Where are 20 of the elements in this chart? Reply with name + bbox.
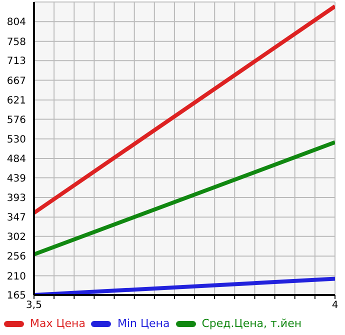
y-tick-label: 576 bbox=[6, 114, 26, 126]
y-tick-label: 439 bbox=[6, 173, 26, 184]
y-tick-label: 713 bbox=[6, 56, 26, 68]
y-tick-label: 804 bbox=[6, 17, 26, 28]
y-tick-label: 667 bbox=[6, 76, 26, 87]
legend-label: Max Цена bbox=[29, 317, 86, 330]
x-tick-label: 4 bbox=[332, 300, 338, 312]
y-tick-label: 758 bbox=[6, 36, 26, 48]
y-tick-label: 256 bbox=[6, 252, 26, 263]
y-tick-label: 165 bbox=[6, 290, 26, 302]
y-tick-label: 621 bbox=[6, 96, 26, 106]
legend-label: Min Цена bbox=[116, 317, 170, 330]
y-tick-label: 302 bbox=[6, 232, 26, 243]
y-tick-label: 347 bbox=[6, 212, 26, 224]
y-tick-label: 530 bbox=[6, 134, 26, 146]
y-tick-label: 210 bbox=[6, 271, 26, 282]
y-tick-label: 393 bbox=[6, 193, 26, 204]
x-tick-label: 3,5 bbox=[26, 300, 42, 312]
y-tick-label: 484 bbox=[6, 154, 26, 166]
legend-label: Сред.Цена, т.йен bbox=[200, 317, 302, 330]
